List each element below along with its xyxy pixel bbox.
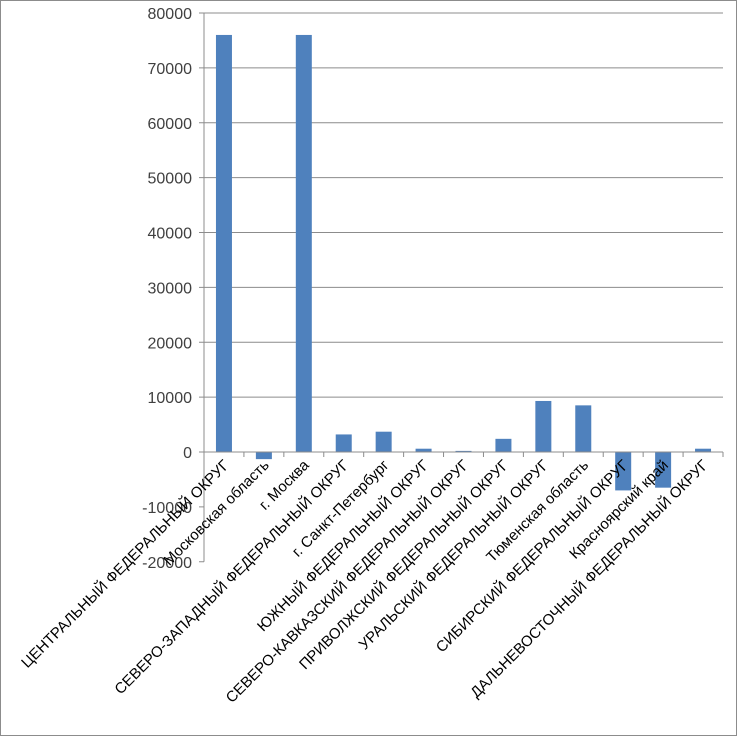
y-tick-labels: 80000 70000 60000 50000 40000 30000 20000 10000… — [142, 6, 192, 572]
y-tick-label: 0 — [183, 445, 192, 462]
axes — [199, 12, 724, 563]
y-tick-label: 10000 — [148, 390, 193, 407]
bar — [695, 448, 712, 452]
x-tick-labels: ЦЕНТРАЛЬНЫЙ ФЕДЕРАЛЬНЫЙ ОКРУГМосковская … — [17, 456, 711, 706]
bar — [455, 450, 472, 452]
gridlines — [204, 12, 723, 398]
bar — [255, 452, 272, 460]
bar — [535, 400, 552, 452]
bar — [615, 452, 632, 491]
bar — [215, 34, 232, 452]
y-tick-label: 20000 — [148, 335, 193, 352]
y-tick-label: 30000 — [148, 280, 193, 297]
y-tick-label: 80000 — [148, 6, 193, 23]
y-tick-label: 40000 — [148, 226, 193, 243]
bar — [295, 34, 312, 452]
bar — [575, 405, 592, 452]
y-tick-label: -20000 — [142, 555, 192, 572]
y-tick-label: 70000 — [148, 61, 193, 78]
bar — [655, 452, 672, 488]
y-tick-label: 60000 — [148, 116, 193, 133]
x-tick-label: ЦЕНТРАЛЬНЫЙ ФЕДЕРАЛЬНЫЙ ОКРУГ — [17, 456, 232, 671]
bar — [375, 431, 392, 452]
y-tick-label: 50000 — [148, 171, 193, 188]
bar — [335, 434, 352, 452]
bars — [215, 34, 712, 491]
bar — [495, 438, 512, 452]
bar — [415, 448, 432, 452]
y-tick-label: -10000 — [142, 500, 192, 517]
